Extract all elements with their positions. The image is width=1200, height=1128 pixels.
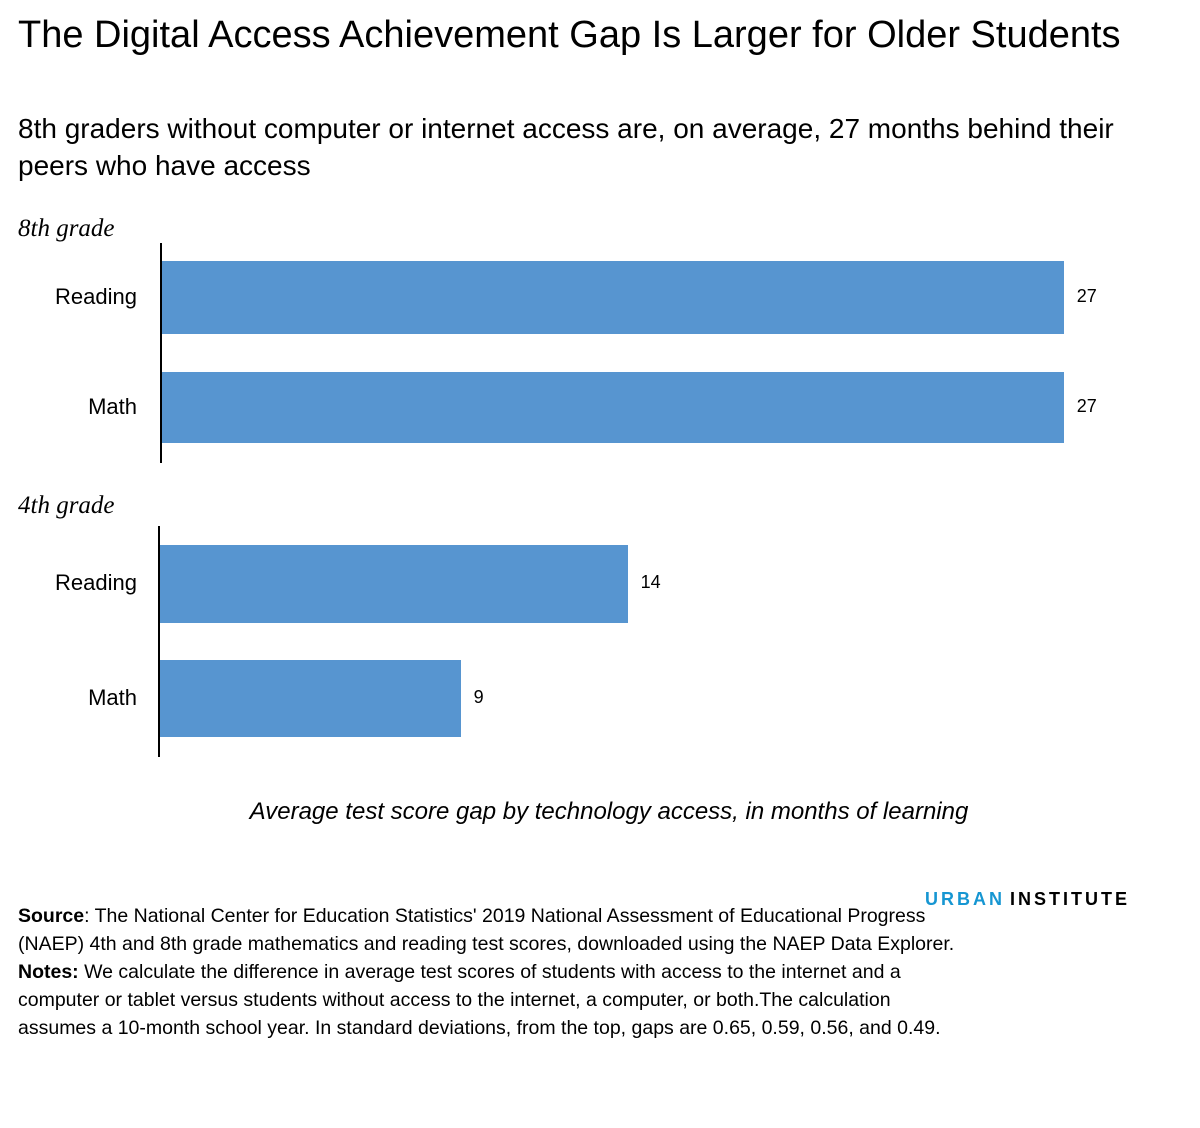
category-label: Math <box>88 684 137 710</box>
source-label: Source <box>18 905 85 927</box>
data-label: 27 <box>1076 285 1097 306</box>
notes-label: Notes: <box>18 961 79 983</box>
data-label: 14 <box>640 572 661 592</box>
bar <box>160 545 628 623</box>
y-axis-line <box>160 243 162 463</box>
group-label: 8th grade <box>18 215 115 242</box>
logo-urban-text: URBAN <box>925 889 1005 909</box>
category-label: Reading <box>55 570 137 595</box>
footer-notes: Source: The National Center for Educatio… <box>18 902 968 1042</box>
group-label: 4th grade <box>18 492 115 519</box>
source-text: : The National Center for Education Stat… <box>18 905 955 955</box>
y-axis-line <box>158 526 160 757</box>
bar <box>162 372 1064 443</box>
data-label: 27 <box>1076 395 1097 416</box>
data-label: 9 <box>473 686 484 707</box>
chart-title: The Digital Access Achievement Gap Is La… <box>18 14 1121 56</box>
logo-institute-text: INSTITUTE <box>1010 889 1130 909</box>
bar <box>160 660 461 737</box>
notes-text: We calculate the difference in average t… <box>18 961 941 1039</box>
x-axis-title: Average test score gap by technology acc… <box>249 798 969 825</box>
category-label: Math <box>88 393 137 419</box>
bar <box>162 261 1064 334</box>
category-label: Reading <box>55 283 137 309</box>
chart-subtitle: 8th graders without computer or internet… <box>18 113 1114 181</box>
urban-institute-logo: URBAN INSTITUTE <box>925 889 1130 910</box>
